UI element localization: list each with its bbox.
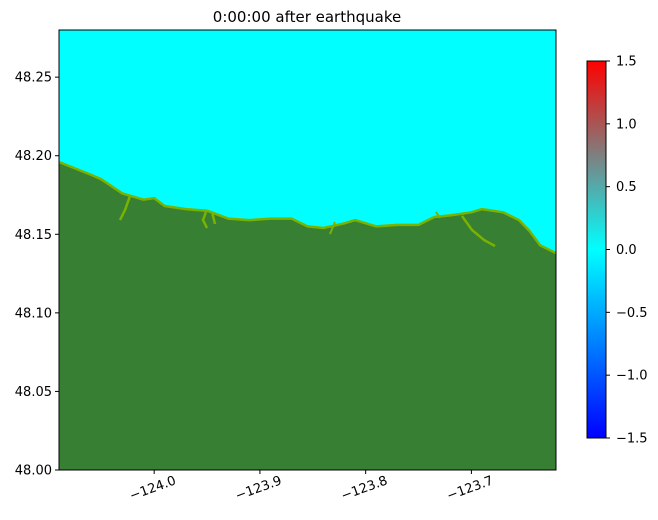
x-tick-label: −124.0: [128, 473, 178, 504]
y-tick-label: 48.05: [15, 385, 52, 400]
colorbar-tick-label: 1.0: [616, 117, 637, 132]
x-tick-label: −123.8: [339, 473, 389, 504]
plot-frame: [58, 29, 557, 471]
colorbar-tick-label: −1.5: [616, 432, 648, 447]
colorbar: 1.5 1.0 0.5 0.0 −0.5 −1.0 −1.5: [586, 55, 648, 447]
plot-area: [59, 30, 556, 470]
colorbar-tick-label: 1.5: [616, 55, 637, 70]
colorbar-gradient: [586, 60, 607, 439]
colorbar-tick-label: 0.5: [616, 180, 637, 195]
river-inlet: [201, 211, 209, 229]
river-inlet: [118, 195, 132, 221]
river-inlet: [329, 221, 336, 235]
y-tick-label: 48.25: [15, 71, 52, 86]
chart-title: 0:00:00 after earthquake: [213, 8, 401, 26]
x-tick-label: −123.7: [445, 473, 495, 504]
colorbar-tick-label: −0.5: [616, 306, 648, 321]
y-axis: 48.00 48.05 48.10 48.15 48.20 48.25: [15, 71, 59, 479]
y-tick-label: 48.00: [15, 464, 52, 479]
y-tick-label: 48.10: [15, 306, 52, 321]
land-area: [59, 160, 556, 470]
river-inlet: [435, 211, 441, 219]
colorbar-ticks: 1.5 1.0 0.5 0.0 −0.5 −1.0 −1.5: [606, 55, 648, 447]
y-tick-label: 48.20: [15, 149, 52, 164]
river-inlet: [210, 211, 217, 225]
colorbar-tick-label: −1.0: [616, 369, 648, 384]
x-axis: −124.0 −123.9 −123.8 −123.7: [128, 470, 495, 504]
river-inlet: [460, 215, 496, 248]
colorbar-tick-label: 0.0: [616, 243, 637, 258]
y-tick-label: 48.15: [15, 228, 52, 243]
x-tick-label: −123.9: [234, 473, 284, 504]
